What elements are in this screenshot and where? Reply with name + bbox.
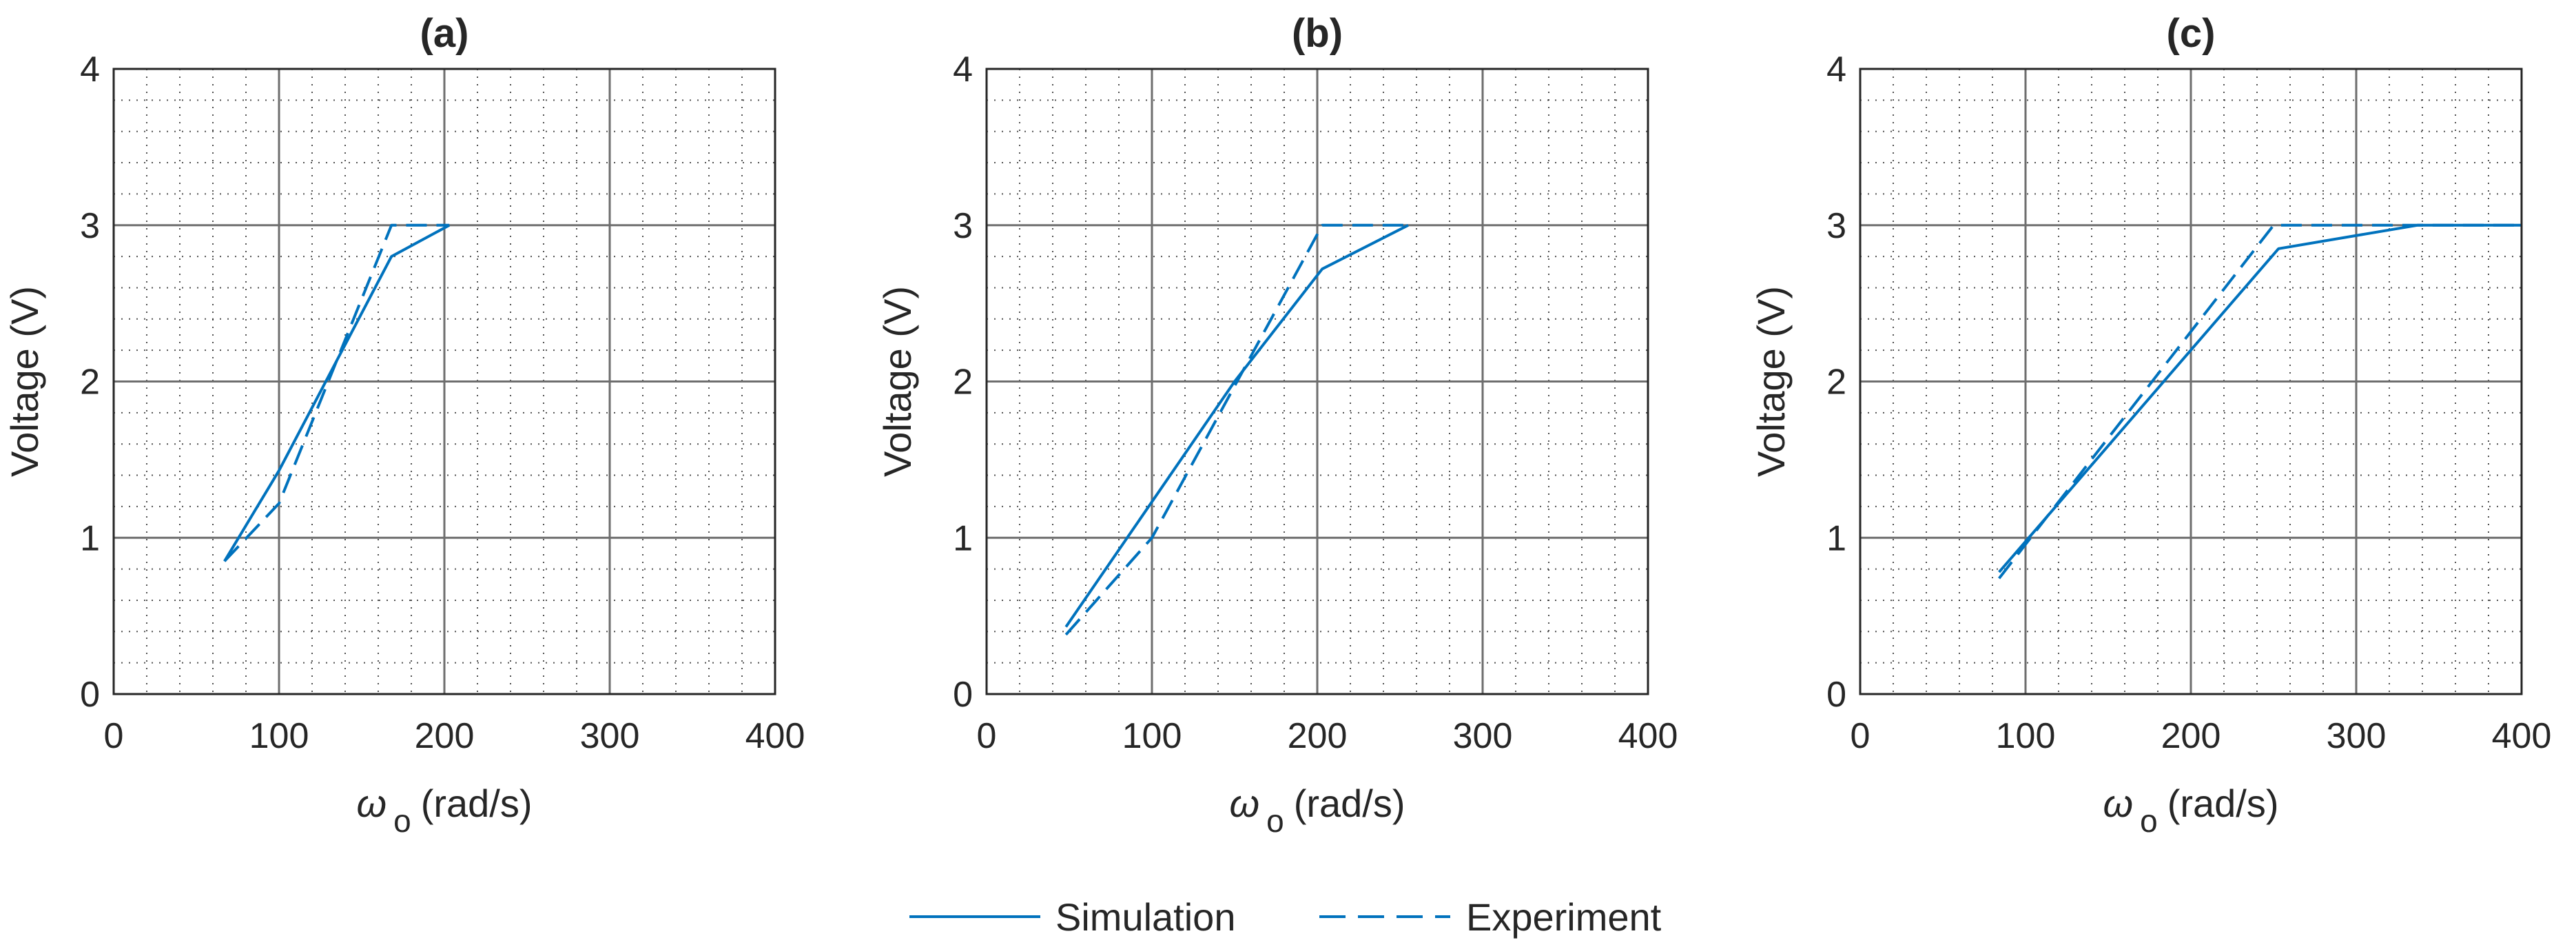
x-tick-label: 100 [249,716,309,756]
x-tick-label: 0 [104,716,124,756]
y-tick-label: 1 [1826,518,1846,558]
x-axis-label-symbol: ω [356,782,387,825]
chart-title: (a) [420,11,469,56]
y-tick-label: 3 [1826,206,1846,246]
x-tick-label: 300 [1453,716,1513,756]
series-line-simulation [1998,223,2522,573]
chart-title: (c) [2167,11,2216,56]
x-tick-label: 200 [2161,716,2221,756]
y-axis-label: Voltage (V) [1749,286,1793,477]
x-tick-label: 100 [1996,716,2056,756]
y-tick-label: 4 [953,50,973,90]
series-line-simulation [223,224,451,562]
x-axis-label-symbol: ω [1229,782,1259,825]
legend-experiment-label: Experiment [1466,895,1662,939]
series-line-experiment [1064,223,1408,636]
x-axis-label-subscript: o [1266,803,1284,839]
y-tick-label: 2 [80,363,100,403]
legend-simulation-label: Simulation [1055,895,1235,939]
y-axis-label: Voltage (V) [3,286,46,477]
y-tick-label: 4 [80,50,100,90]
chart-panel-1: 0 100 200 300 400 0 1 2 3 4 (a) ω o (rad/s) Voltage (V… [3,11,805,839]
y-tick-label: 2 [953,363,973,403]
x-tick-label: 300 [580,716,640,756]
x-tick-label: 100 [1122,716,1182,756]
y-tick-label: 1 [80,518,100,558]
series-line-experiment [1998,223,2522,580]
y-tick-label: 2 [1826,363,1846,403]
chart-panel-2: 0 100 200 300 400 0 1 2 3 4 (b) ω o (rad/s) Voltage (V… [876,11,1678,839]
series-line-simulation [1064,224,1409,628]
x-tick-label: 200 [1288,716,1348,756]
x-tick-label: 400 [1618,716,1678,756]
y-tick-label: 0 [1826,675,1846,715]
y-tick-label: 0 [80,675,100,715]
x-axis-label-subscript: o [393,803,411,839]
y-axis-label: Voltage (V) [876,286,919,477]
x-axis-label: ω o (rad/s) [356,782,532,839]
x-tick-label: 300 [2327,716,2387,756]
chart-title: (b) [1292,11,1343,56]
x-axis-label-unit: (rad/s) [1294,782,1405,825]
plot-area-border [1859,68,2523,695]
x-tick-label: 400 [2492,716,2552,756]
y-tick-label: 4 [1826,50,1846,90]
y-tick-label: 3 [80,206,100,246]
chart-panel-3: 0 100 200 300 400 0 1 2 3 4 (c) ω o (rad/s) Voltage (V… [1749,11,2551,839]
x-axis-label-unit: (rad/s) [421,782,533,825]
y-tick-label: 1 [953,518,973,558]
legend: Simulation Experiment [909,895,1662,939]
plot-area-border [985,68,1649,695]
x-axis-label-unit: (rad/s) [2167,782,2279,825]
x-axis-label-symbol: ω [2103,782,2133,825]
x-axis-label: ω o (rad/s) [1229,782,1405,839]
series-line-experiment [223,223,450,562]
y-tick-label: 0 [953,675,973,715]
plot-area-border [112,68,776,695]
x-tick-label: 200 [415,716,475,756]
x-tick-label: 0 [977,716,997,756]
x-axis-label: ω o (rad/s) [2103,782,2278,839]
y-tick-label: 3 [953,206,973,246]
x-axis-label-subscript: o [2140,803,2158,839]
x-tick-label: 0 [1851,716,1871,756]
x-tick-label: 400 [745,716,805,756]
